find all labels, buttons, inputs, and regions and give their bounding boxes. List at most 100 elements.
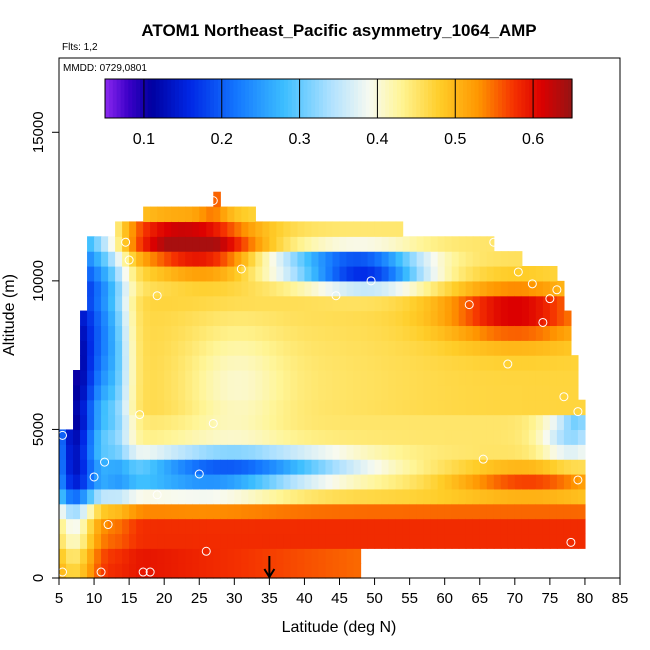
heatmap-cell	[297, 266, 306, 282]
heatmap-cell	[549, 459, 558, 475]
colorbar-segment	[295, 79, 301, 118]
heatmap-cell	[381, 429, 390, 445]
heatmap-cell	[157, 414, 165, 431]
heatmap-cell	[164, 236, 172, 252]
heatmap-cell	[388, 459, 397, 475]
heatmap-cell	[346, 414, 355, 431]
heatmap-cell	[451, 295, 460, 312]
heatmap-cell	[283, 488, 292, 505]
heatmap-cell	[325, 280, 334, 297]
heatmap-cell	[549, 444, 558, 460]
colorbar-segment	[540, 79, 546, 118]
heatmap-cell	[528, 474, 537, 490]
heatmap-cell	[192, 444, 200, 460]
heatmap-cell	[514, 459, 523, 475]
heatmap-cell	[255, 399, 263, 416]
heatmap-cell	[206, 266, 214, 282]
heatmap-cell	[80, 340, 88, 356]
heatmap-cell	[360, 280, 369, 297]
heatmap-cell	[115, 503, 123, 520]
profile-point	[552, 285, 562, 295]
heatmap-cell	[346, 503, 355, 520]
heatmap-cell	[227, 206, 235, 223]
heatmap-cell	[234, 236, 242, 252]
heatmap-cell	[353, 429, 362, 445]
heatmap-cell	[227, 459, 235, 475]
heatmap-cell	[276, 266, 284, 282]
colorbar-segment	[501, 79, 507, 118]
heatmap-cell	[472, 251, 481, 267]
heatmap-cell	[234, 503, 242, 520]
heatmap-cell	[108, 384, 116, 401]
heatmap-cell	[381, 399, 390, 416]
heatmap-cell	[248, 251, 256, 267]
heatmap-cell	[255, 251, 263, 267]
heatmap-cell	[346, 429, 355, 445]
colorbar-segment	[533, 79, 538, 118]
heatmap-cell	[346, 280, 355, 297]
heatmap-cell	[416, 236, 425, 252]
heatmap-cell	[185, 488, 193, 505]
heatmap-cell	[353, 533, 362, 549]
heatmap-cell	[367, 414, 376, 431]
heatmap-cell	[472, 310, 481, 327]
heatmap-cell	[570, 399, 579, 416]
heatmap-cell	[500, 251, 509, 267]
heatmap-cell	[416, 251, 425, 267]
heatmap-cell	[283, 280, 292, 297]
heatmap-cell	[94, 414, 102, 431]
heatmap-cell	[437, 370, 446, 386]
heatmap-cell	[325, 340, 334, 356]
heatmap-cell	[164, 206, 172, 223]
heatmap-cell	[150, 444, 158, 460]
colorbar-segment	[248, 79, 254, 118]
heatmap-cell	[458, 414, 467, 431]
heatmap-cell	[297, 251, 306, 267]
heatmap-cell	[402, 370, 411, 386]
colorbar-segment	[385, 79, 390, 118]
heatmap-cell	[311, 325, 320, 341]
heatmap-cell	[206, 429, 214, 445]
heatmap-cell	[444, 355, 453, 371]
heatmap-cell	[276, 370, 284, 386]
heatmap-cell	[507, 444, 516, 460]
heatmap-cell	[367, 236, 376, 252]
heatmap-cell	[297, 533, 306, 549]
heatmap-cell	[262, 444, 270, 460]
heatmap-cell	[108, 414, 116, 431]
heatmap-cell	[213, 266, 221, 282]
heatmap-cell	[129, 474, 137, 490]
colorbar-segment	[509, 79, 515, 118]
heatmap-cell	[192, 355, 200, 371]
heatmap-cell	[164, 474, 172, 490]
heatmap-cell	[318, 251, 327, 267]
colorbar-segment	[155, 79, 161, 118]
heatmap-cell	[241, 340, 249, 356]
heatmap-cell	[66, 548, 74, 564]
heatmap-cell	[388, 384, 397, 401]
heatmap-cell	[255, 340, 263, 356]
heatmap-cell	[108, 503, 116, 520]
heatmap-cell	[101, 488, 109, 505]
heatmap-cell	[185, 503, 193, 520]
heatmap-cell	[556, 459, 565, 475]
heatmap-cell	[248, 310, 256, 327]
heatmap-cell	[143, 251, 151, 267]
heatmap-cell	[360, 399, 369, 416]
heatmap-cell	[206, 310, 214, 327]
colorbar-segment	[513, 79, 519, 118]
heatmap-cell	[409, 295, 418, 312]
heatmap-cell	[269, 280, 277, 297]
colorbar-segment	[116, 79, 122, 118]
heatmap-cell	[472, 474, 481, 490]
heatmap-cell	[269, 399, 277, 416]
heatmap-cell	[304, 444, 313, 460]
heatmap-cell	[458, 444, 467, 460]
heatmap-cell	[304, 488, 313, 505]
heatmap-cell	[220, 488, 228, 505]
colorbar-segment	[373, 79, 379, 118]
heatmap-cell	[94, 370, 102, 386]
heatmap-cell	[269, 266, 277, 282]
heatmap-cell	[451, 533, 460, 549]
heatmap-cell	[171, 236, 179, 252]
